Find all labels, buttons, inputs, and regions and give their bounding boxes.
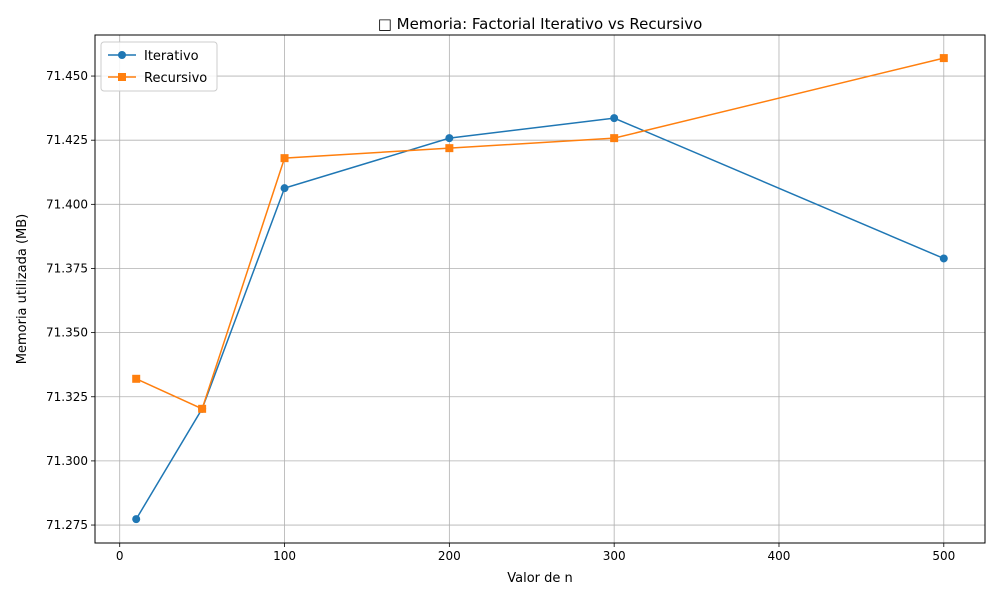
data-point-recursivo — [132, 374, 141, 383]
x-tick-label: 200 — [438, 549, 461, 563]
chart-title: □ Memoria: Factorial Iterativo vs Recurs… — [378, 15, 703, 33]
x-tick-label: 300 — [603, 549, 626, 563]
legend-marker-iterativo — [118, 51, 126, 59]
plot-frame — [94, 34, 986, 544]
data-point-iterativo — [939, 254, 948, 263]
data-point-iterativo — [445, 134, 454, 143]
legend: Iterativo Recursivo — [100, 41, 218, 92]
x-tick-label: 0 — [116, 549, 124, 563]
legend-label-iterativo: Iterativo — [144, 49, 199, 64]
data-point-recursivo — [445, 144, 454, 153]
y-tick-label: 71.325 — [46, 390, 88, 404]
y-tick-label: 71.425 — [46, 133, 88, 147]
legend-label-recursivo: Recursivo — [144, 71, 207, 86]
legend-marker-recursivo — [118, 73, 126, 81]
y-tick-label: 71.275 — [46, 518, 88, 532]
data-point-recursivo — [198, 404, 207, 413]
data-point-recursivo — [939, 54, 948, 63]
y-tick-label: 71.400 — [46, 197, 88, 211]
y-tick-label: 71.375 — [46, 261, 88, 275]
axis-ticks: 0 100 200 300 400 500 71.275 71.300 71.325 71.350… — [46, 69, 955, 563]
data-point-recursivo — [610, 134, 619, 143]
y-tick-label: 71.300 — [46, 454, 88, 468]
grid — [95, 35, 985, 543]
series-line-recursivo — [135, 57, 944, 410]
data-point-recursivo — [280, 154, 289, 163]
data-point-iterativo — [280, 184, 289, 193]
x-tick-label: 100 — [273, 549, 296, 563]
x-tick-label: 500 — [932, 549, 955, 563]
y-axis-label: Memoria utilizada (MB) — [15, 214, 30, 364]
series-layer — [132, 54, 948, 524]
y-tick-label: 71.450 — [46, 69, 88, 83]
data-point-iterativo — [132, 515, 141, 524]
x-axis-label: Valor de n — [507, 571, 573, 586]
y-tick-label: 71.350 — [46, 326, 88, 340]
x-tick-label: 400 — [768, 549, 791, 563]
data-point-iterativo — [610, 114, 619, 123]
series-line-iterativo — [135, 117, 945, 520]
